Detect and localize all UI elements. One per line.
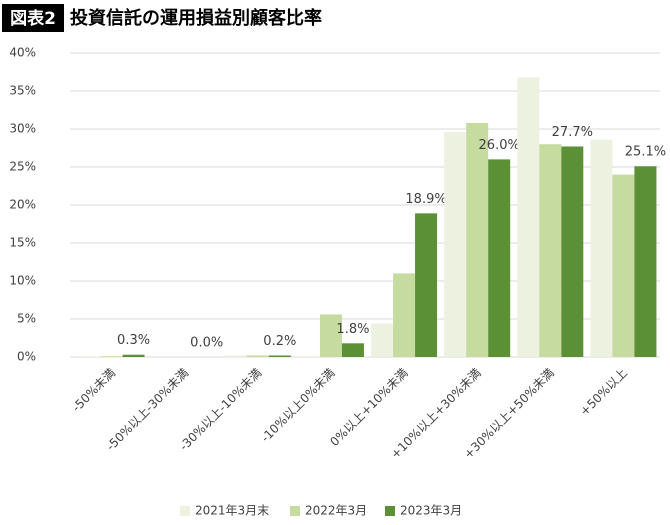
bar — [122, 354, 145, 357]
badge-box — [2, 4, 64, 32]
value-label: 27.7% — [552, 125, 593, 140]
legend-swatch — [385, 506, 395, 516]
bar — [539, 144, 562, 357]
legend-swatch — [180, 506, 190, 516]
chart-title: 投資信託の運用損益別顧客比率 — [70, 7, 322, 29]
bar — [297, 356, 320, 357]
y-tick-label: 0% — [17, 350, 36, 364]
bar — [319, 314, 342, 357]
x-tick-label: 0%以上+10%未満 — [327, 366, 410, 449]
bar — [517, 77, 540, 357]
bar — [612, 174, 635, 357]
bar — [78, 356, 101, 357]
value-label: 26.0% — [479, 138, 520, 153]
bar — [224, 355, 247, 357]
x-tick-label: -30%以上-10%未満 — [177, 366, 265, 454]
x-tick-label: -50%以上-30%未満 — [104, 366, 192, 454]
legend-label: 2023年3月 — [400, 504, 462, 518]
y-tick-label: 20% — [9, 198, 36, 212]
legend-swatch — [290, 506, 300, 516]
y-tick-label: 40% — [9, 46, 36, 60]
legend-label: 2022年3月 — [305, 504, 367, 518]
bar — [393, 273, 416, 357]
bar — [371, 323, 394, 357]
value-label: 25.1% — [625, 145, 666, 160]
y-tick-label: 10% — [9, 274, 36, 288]
y-tick-label: 35% — [9, 84, 36, 98]
badge: 図表2 — [10, 8, 56, 29]
value-label: 1.8% — [336, 322, 369, 337]
bar — [268, 355, 291, 357]
bar — [100, 356, 123, 357]
bar — [415, 213, 438, 357]
value-label: 0.3% — [117, 333, 150, 348]
legend-label: 2021年3月末 — [195, 504, 269, 518]
bar — [590, 139, 613, 357]
y-tick-label: 25% — [9, 160, 36, 174]
bar — [444, 132, 467, 357]
bar — [634, 166, 657, 357]
bar — [341, 343, 364, 357]
bar — [488, 159, 511, 357]
bar — [561, 146, 584, 357]
x-tick-label: -50%未満 — [69, 366, 118, 415]
value-label: 18.9% — [405, 192, 446, 207]
value-label: 0.0% — [190, 336, 223, 351]
x-tick-label: +50%以上 — [577, 366, 630, 419]
bar — [466, 122, 489, 357]
x-tick-label: -10%以上0%未満 — [258, 366, 337, 445]
y-tick-label: 30% — [9, 122, 36, 136]
y-tick-label: 5% — [17, 312, 36, 326]
value-label: 0.2% — [263, 334, 296, 349]
y-tick-label: 15% — [9, 236, 36, 250]
bar — [246, 355, 269, 357]
